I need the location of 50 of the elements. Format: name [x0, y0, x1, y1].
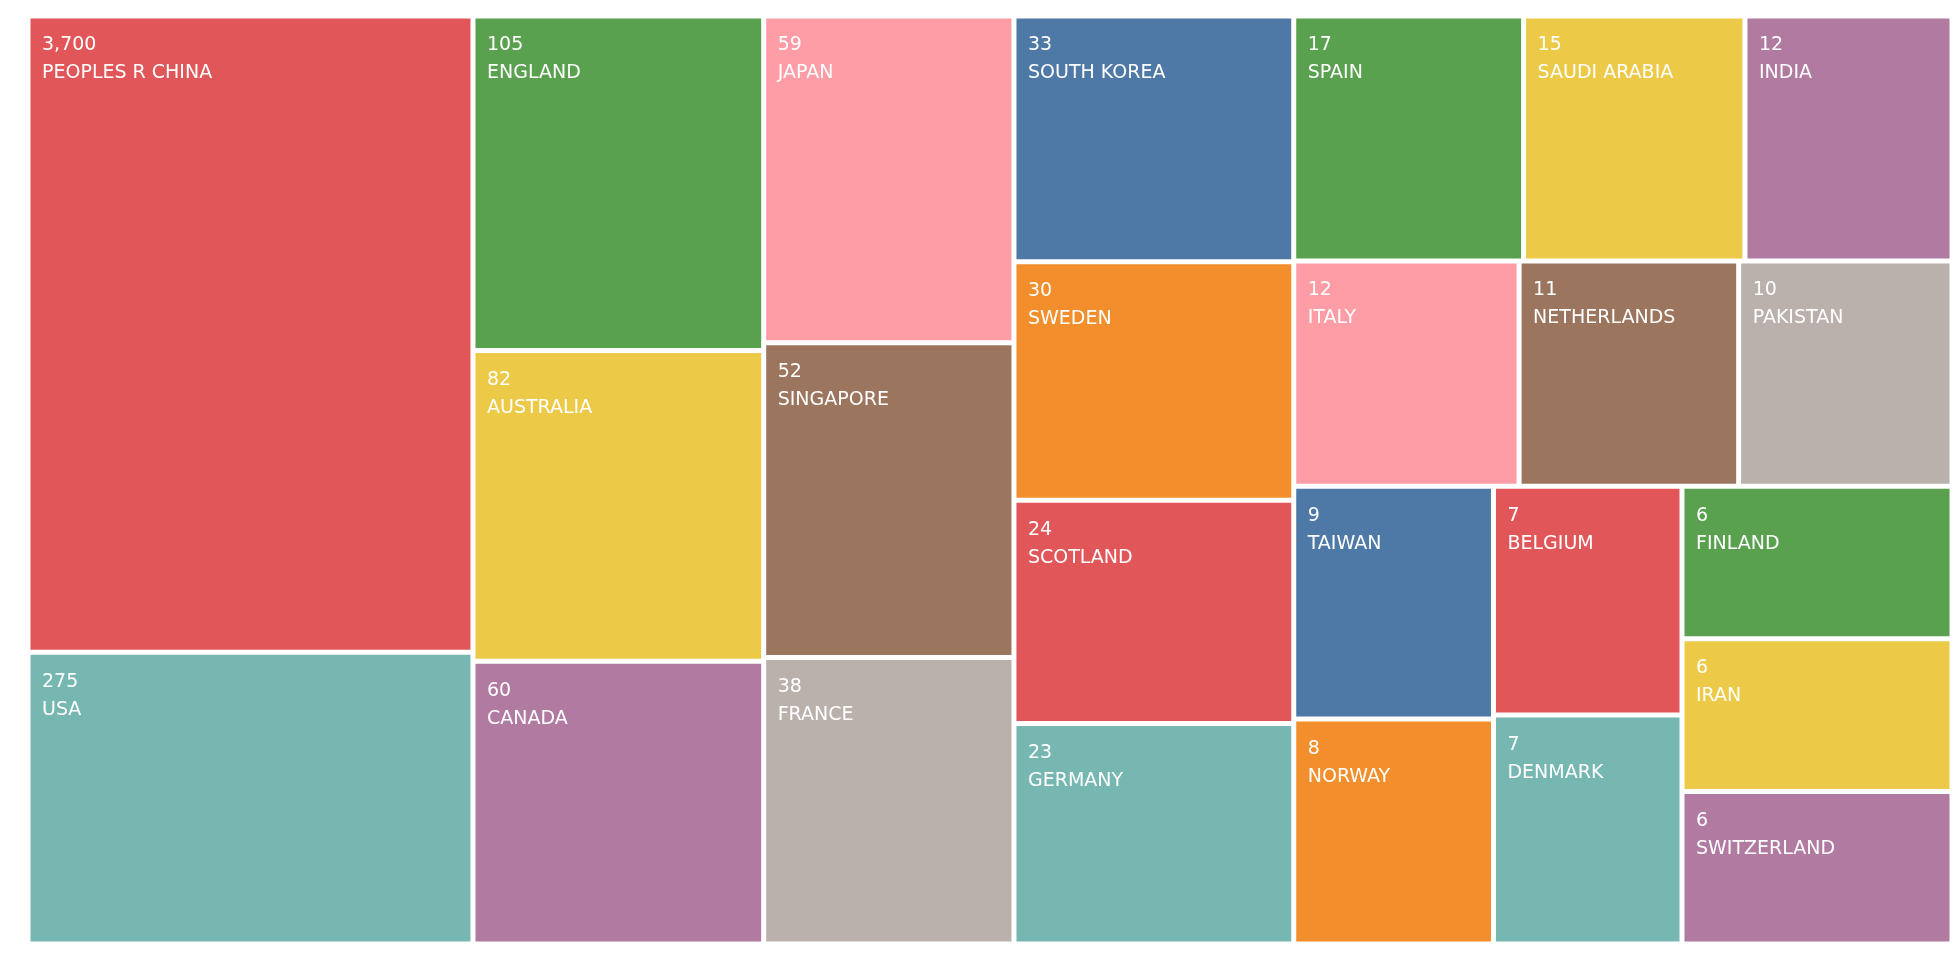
- data-label: 6: [1696, 807, 1709, 830]
- data-label: 52: [777, 359, 802, 382]
- data-label: 59: [777, 32, 802, 55]
- data-label: 38: [777, 674, 802, 696]
- data-label: 105: [486, 32, 524, 55]
- data-label: 3,700: [42, 32, 97, 55]
- category-label: SWITZERLAND: [1696, 835, 1836, 858]
- data-label: 7: [1507, 731, 1520, 754]
- data-label: 6: [1696, 655, 1709, 678]
- data-label: 23: [1027, 740, 1053, 763]
- data-label: 12: [1307, 277, 1332, 300]
- data-label: 10: [1752, 277, 1777, 300]
- category-label: ENGLAND: [486, 60, 581, 83]
- category-label: SOUTH KOREA: [1027, 60, 1166, 83]
- data-label: 12: [1758, 32, 1784, 55]
- category-label: NORWAY: [1307, 763, 1391, 786]
- category-label: SAUDI ARABIA: [1537, 60, 1674, 83]
- category-label: GERMANY: [1027, 768, 1124, 791]
- category-label: AUSTRALIA: [486, 394, 593, 417]
- category-label: BELGIUM: [1507, 530, 1594, 553]
- category-label: PAKISTAN: [1752, 305, 1844, 328]
- data-label: 11: [1533, 277, 1558, 300]
- data-label: 24: [1027, 516, 1053, 539]
- category-label: NETHERLANDS: [1533, 305, 1676, 328]
- data-label: 15: [1537, 32, 1562, 55]
- category-label: USA: [42, 696, 82, 719]
- data-label: 30: [1027, 278, 1053, 301]
- category-label: PEOPLES R CHINA: [42, 60, 213, 83]
- category-label: SPAIN: [1307, 60, 1363, 83]
- data-label: 8: [1307, 735, 1320, 758]
- category-label: TAIWAN: [1306, 530, 1382, 553]
- data-label: 17: [1307, 32, 1332, 55]
- category-label: INDIA: [1758, 60, 1813, 83]
- data-label: 82: [486, 366, 512, 389]
- data-label: 9: [1307, 502, 1320, 525]
- category-label: FINLAND: [1696, 530, 1780, 553]
- category-label: IRAN: [1696, 683, 1742, 706]
- data-label: 7: [1507, 502, 1520, 525]
- data-label: 275: [42, 668, 79, 691]
- data-label: 60: [486, 677, 512, 700]
- category-label: ITALY: [1307, 305, 1357, 328]
- data-label: 6: [1696, 502, 1709, 525]
- category-label: JAPAN: [776, 60, 834, 83]
- category-label: CANADA: [486, 705, 568, 728]
- category-label: SINGAPORE: [777, 387, 889, 410]
- category-label: DENMARK: [1507, 759, 1604, 782]
- category-label: SWEDEN: [1027, 306, 1112, 329]
- data-label: 33: [1027, 32, 1053, 55]
- category-label: SCOTLAND: [1027, 544, 1133, 567]
- category-label: FRANCE: [777, 702, 854, 724]
